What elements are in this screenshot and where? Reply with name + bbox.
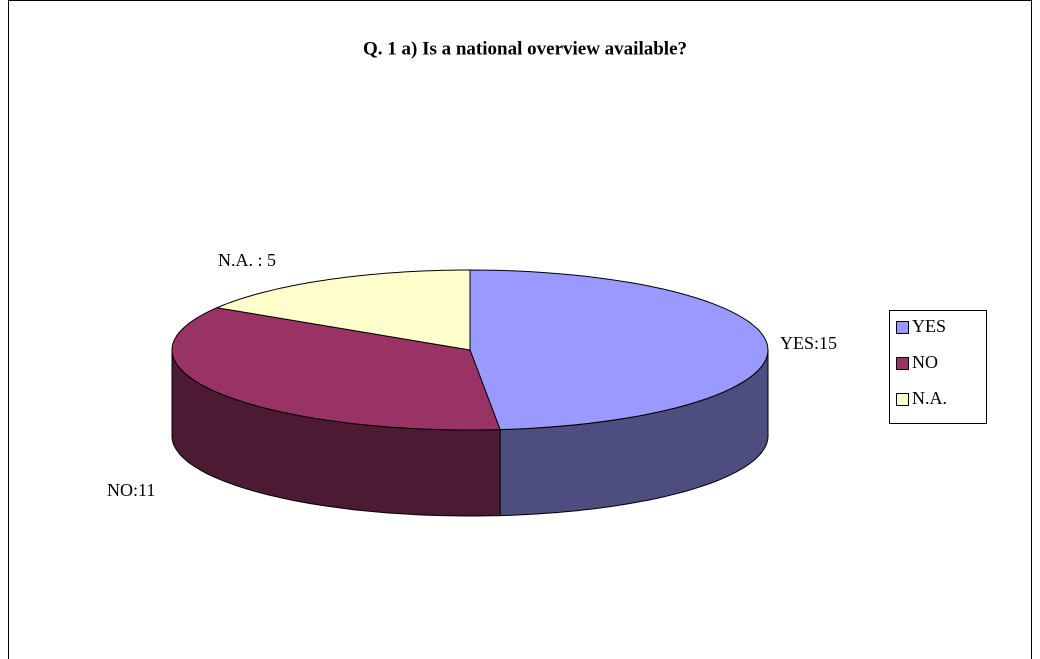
legend-label: YES xyxy=(912,316,946,336)
legend-swatch xyxy=(896,321,909,334)
data-label: YES:15 xyxy=(780,333,837,353)
legend-label: NO xyxy=(912,352,938,372)
data-label: N.A. : 5 xyxy=(218,250,276,270)
chart-title: Q. 1 a) Is a national overview available… xyxy=(363,38,687,59)
pie-slice xyxy=(171,307,501,431)
pie-slice xyxy=(215,269,471,351)
data-label: NO:11 xyxy=(107,480,155,500)
legend-label: N.A. xyxy=(912,388,947,408)
pie-slice xyxy=(469,269,769,431)
legend-swatch xyxy=(896,393,909,406)
legend-swatch xyxy=(896,357,909,370)
